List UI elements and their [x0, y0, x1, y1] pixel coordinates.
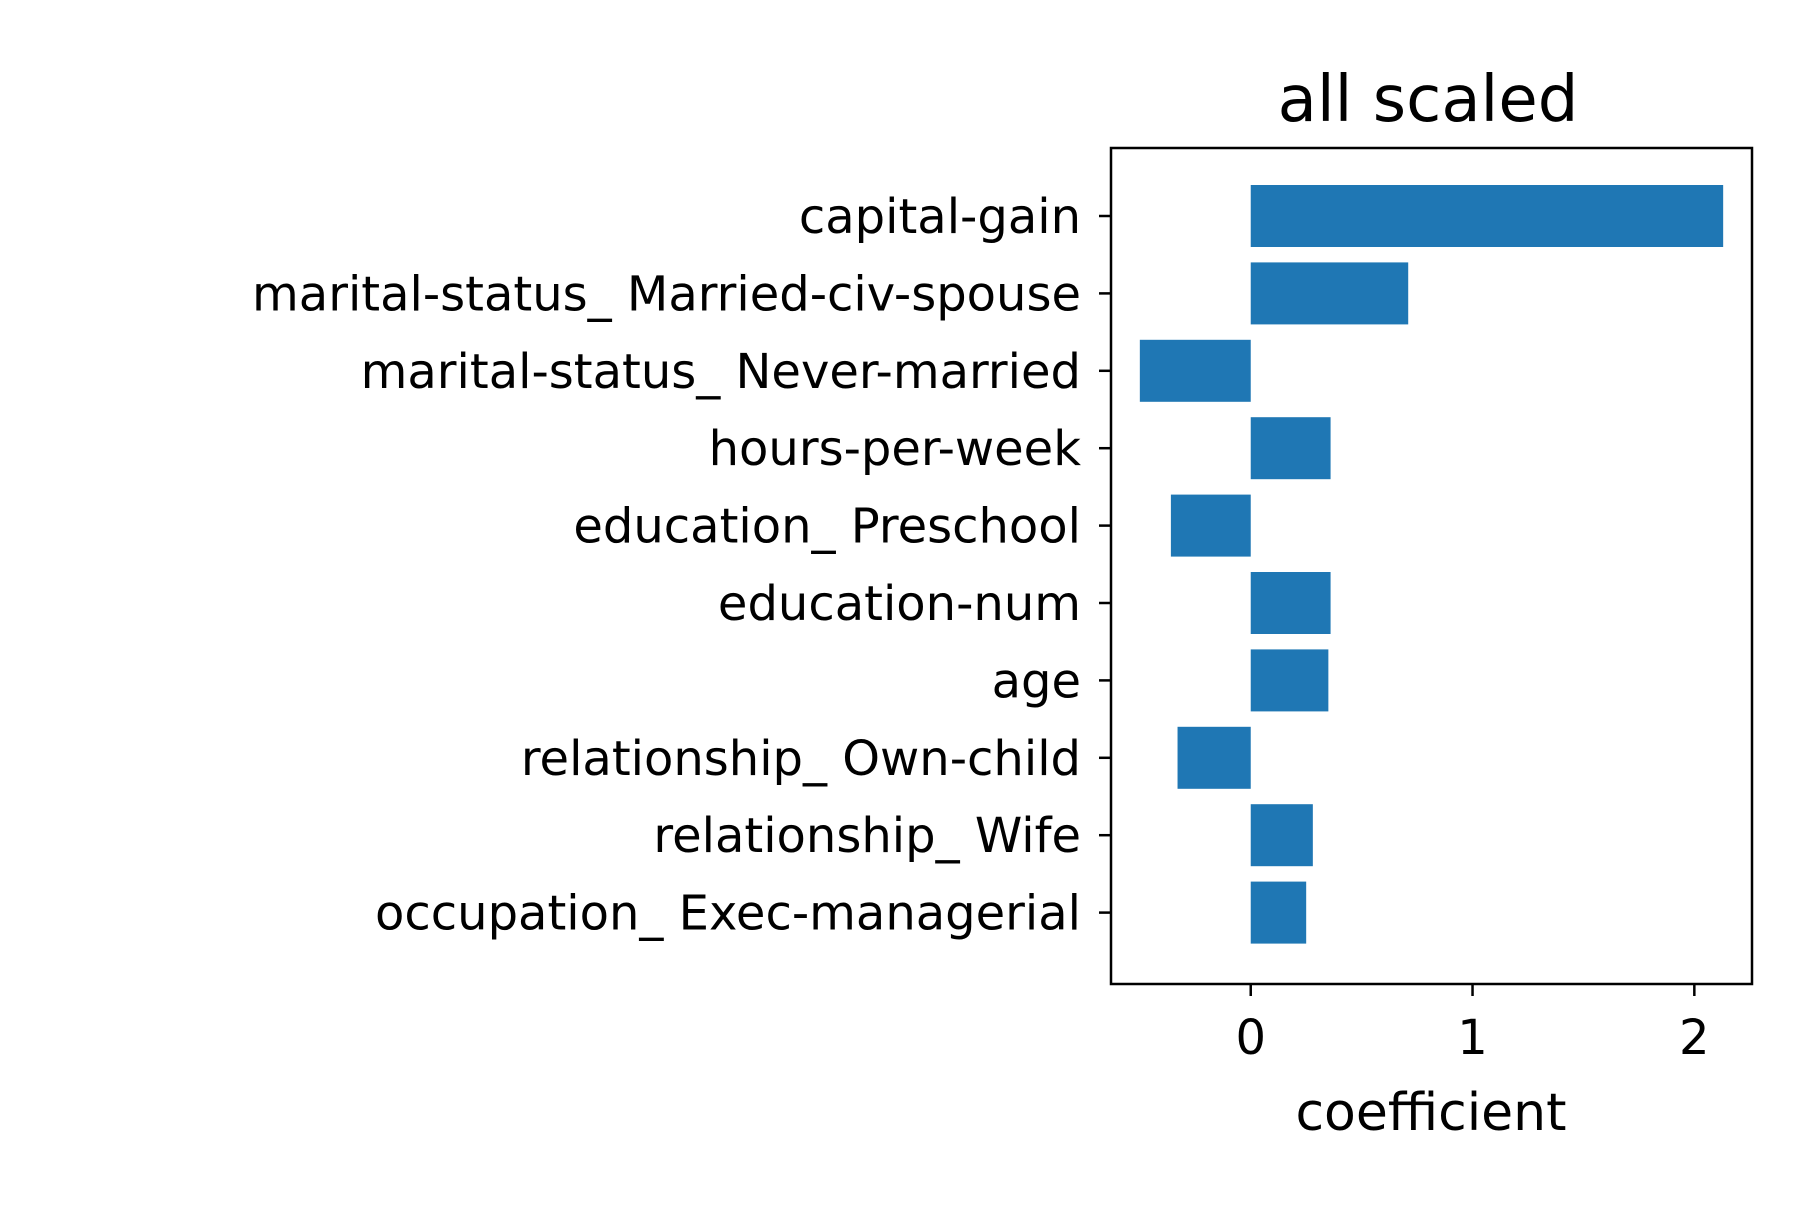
bar-8: [1250, 804, 1313, 867]
y-tick-label-1: marital-status_ Married-civ-spouse: [252, 266, 1081, 322]
bar-0: [1250, 185, 1724, 247]
y-tick-label-2: marital-status_ Never-married: [361, 344, 1081, 400]
x-tick-label-0: 0: [1235, 1010, 1266, 1066]
bar-3: [1250, 417, 1331, 480]
bar-5: [1250, 572, 1331, 634]
y-tick-label-5: education-num: [718, 576, 1081, 632]
y-tick-label-4: education_ Preschool: [573, 499, 1081, 555]
bar-9: [1250, 881, 1307, 944]
bar-1: [1250, 262, 1409, 325]
bar-6: [1250, 649, 1329, 712]
bar-2: [1139, 339, 1251, 402]
x-axis: 0 1 2: [1235, 984, 1710, 1066]
y-tick-label-6: age: [992, 653, 1081, 709]
y-axis: capital-gain marital-status_ Married-civ-…: [252, 189, 1111, 942]
y-tick-label-3: hours-per-week: [709, 421, 1082, 477]
plot-frame: [1109, 146, 1754, 986]
bar-7: [1177, 726, 1251, 789]
x-tick-label-1: 1: [1457, 1010, 1488, 1066]
x-tick-label-2: 2: [1679, 1010, 1710, 1066]
y-tick-label-9: occupation_ Exec-managerial: [375, 886, 1081, 942]
y-tick-label-7: relationship_ Own-child: [521, 731, 1081, 787]
x-axis-label: coefficient: [1295, 1083, 1566, 1143]
y-tick-label-0: capital-gain: [799, 189, 1081, 245]
chart-title: all scaled: [1278, 63, 1579, 137]
bar-4: [1170, 494, 1251, 557]
y-tick-label-8: relationship_ Wife: [653, 808, 1081, 864]
bars-group: [1139, 185, 1724, 944]
